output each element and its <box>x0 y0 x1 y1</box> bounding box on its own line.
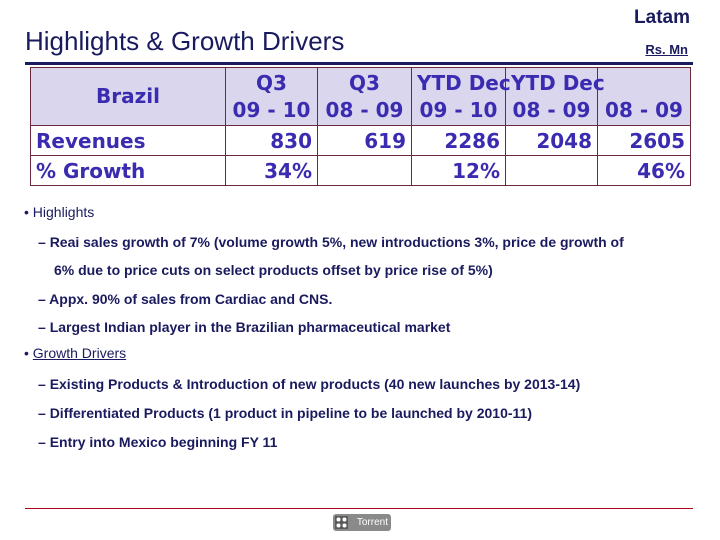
title-divider <box>25 62 693 65</box>
list-item: – Differentiated Products (1 product in … <box>38 405 532 421</box>
table-cell: 12% <box>411 155 506 186</box>
dash-icon: – <box>38 319 46 335</box>
table-header-row: Brazil Q3 09 - 10 Q3 08 - 09 YTD Dec 09 - 1… <box>30 67 691 126</box>
brazil-financials-table: Brazil Q3 09 - 10 Q3 08 - 09 YTD Dec 09 - 1… <box>30 67 691 186</box>
footer-divider <box>25 508 693 509</box>
table-cell <box>505 155 598 186</box>
list-item: – Reai sales growth of 7% (volume growth… <box>38 234 624 250</box>
bullet-dot-icon: • <box>24 345 29 361</box>
list-item-continuation: 6% due to price cuts on select products … <box>54 262 493 278</box>
table-cell: 830 <box>225 125 318 156</box>
column-header: Q3 08 - 09 <box>317 67 412 126</box>
column-header: YTD Dec 08 - 09 <box>505 67 605 126</box>
table-cell: 34% <box>225 155 318 186</box>
dash-icon: – <box>38 291 46 307</box>
table-row: % Growth 34% 12% 46% <box>30 155 691 186</box>
dash-icon: – <box>38 434 46 450</box>
row-label: % Growth <box>30 155 226 186</box>
bullet-dot-icon: • <box>24 204 29 220</box>
table-cell: 619 <box>317 125 412 156</box>
table-cell: 2286 <box>411 125 506 156</box>
highlights-heading: • Highlights <box>24 204 95 220</box>
dash-icon: – <box>38 234 46 250</box>
table-cell <box>317 155 412 186</box>
dash-icon: – <box>38 405 46 421</box>
table-cell: 46% <box>597 155 691 186</box>
table-row: Revenues 830 619 2286 2048 2605 <box>30 125 691 156</box>
dash-icon: – <box>38 376 46 392</box>
table-cell: 2048 <box>505 125 598 156</box>
logo-mark-icon <box>335 516 348 529</box>
list-item: – Existing Products & Introduction of ne… <box>38 376 581 392</box>
logo-text: Torrent <box>356 517 388 528</box>
list-item: – Entry into Mexico beginning FY 11 <box>38 434 278 450</box>
units-label: Rs. Mn <box>645 42 688 57</box>
list-item: – Largest Indian player in the Brazilian… <box>38 319 451 335</box>
company-logo: Torrent <box>333 514 391 531</box>
row-label: Revenues <box>30 125 226 156</box>
table-corner-label: Brazil <box>30 67 226 126</box>
region-label: Latam <box>634 7 690 28</box>
table-cell: 2605 <box>597 125 691 156</box>
column-header: 08 - 09 <box>597 67 691 126</box>
column-header: Q3 09 - 10 <box>225 67 318 126</box>
growth-drivers-heading: • Growth Drivers <box>24 345 127 361</box>
list-item: – Appx. 90% of sales from Cardiac and CN… <box>38 291 333 307</box>
column-header: YTD Dec 09 - 10 <box>411 67 511 126</box>
page-title: Highlights & Growth Drivers <box>25 26 345 56</box>
